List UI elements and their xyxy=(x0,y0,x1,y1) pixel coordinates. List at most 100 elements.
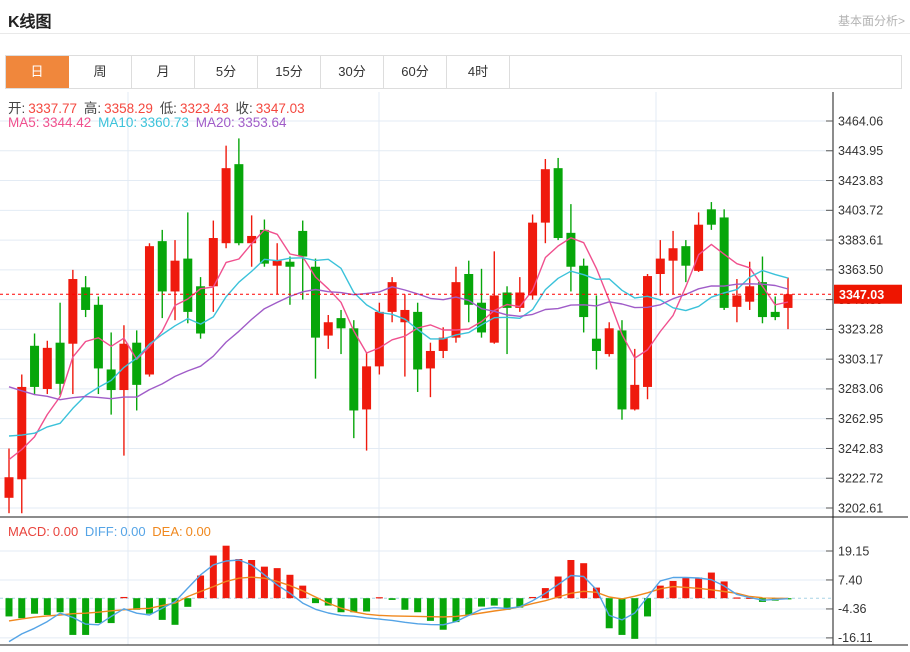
candle-body xyxy=(502,292,512,308)
axis-tick-label: 3222.72 xyxy=(838,472,883,486)
macd-bar xyxy=(222,545,230,599)
candle-body xyxy=(336,318,346,329)
ma5-label: MA5: xyxy=(8,115,40,130)
macd-bar xyxy=(401,598,409,610)
tab-week[interactable]: 周 xyxy=(69,56,132,88)
candle-body xyxy=(425,350,435,369)
candle-body xyxy=(157,241,167,292)
diff-label: DIFF: xyxy=(84,524,118,539)
candle-body xyxy=(30,345,40,387)
macd-bar xyxy=(529,596,537,599)
candle-body xyxy=(732,295,742,307)
candle-body xyxy=(349,328,359,411)
candle-body xyxy=(81,287,91,310)
candle-body xyxy=(196,286,206,334)
candle-body xyxy=(643,276,653,387)
low-value: 3323.43 xyxy=(179,101,229,116)
candle-body xyxy=(413,311,423,370)
ma10-label: MA10: xyxy=(98,115,138,130)
candle-body xyxy=(451,282,461,338)
macd-bar xyxy=(5,598,13,617)
candle-body xyxy=(259,229,269,264)
macd-bar xyxy=(69,598,77,635)
kline-chart[interactable]: 3464.06 3443.95 3423.83 3403.72 3383.61 3363.… xyxy=(0,92,910,652)
candle-body xyxy=(566,232,576,267)
candle-body xyxy=(144,246,154,375)
candle-body xyxy=(400,309,410,323)
high-value: 3358.29 xyxy=(104,101,153,116)
period-tabbar: 日 周 月 5分 15分 30分 60分 4时 xyxy=(5,55,902,89)
diff-value: 0.00 xyxy=(120,524,146,539)
macd-bar xyxy=(516,598,524,608)
candle-body xyxy=(323,322,333,336)
candle-body xyxy=(745,286,755,302)
macd-bar xyxy=(580,563,588,599)
header-divider xyxy=(0,33,910,34)
macd-bar xyxy=(260,566,268,599)
axis-tick-label: 3303.17 xyxy=(838,352,883,366)
macd-bar xyxy=(171,598,179,625)
axis-tick-label: 3262.95 xyxy=(838,412,883,426)
macd-bar xyxy=(414,598,422,613)
ma5-line xyxy=(8,229,789,461)
candle-body xyxy=(132,342,142,385)
tab-60min[interactable]: 60分 xyxy=(384,56,447,88)
macd-bar xyxy=(248,559,256,599)
macd-bar xyxy=(299,585,307,599)
macd-bar xyxy=(286,574,294,599)
candle-body xyxy=(310,266,320,338)
candle-body xyxy=(770,311,780,318)
tab-30min[interactable]: 30分 xyxy=(321,56,384,88)
ma20-line xyxy=(8,283,789,401)
main-chart-plot[interactable] xyxy=(0,92,833,517)
candle-body xyxy=(208,238,218,287)
fundamental-analysis-link[interactable]: 基本面分析> xyxy=(837,14,905,28)
macd-bar xyxy=(82,598,90,635)
macd-bar xyxy=(644,598,652,617)
candle-body xyxy=(617,330,627,410)
macd-bar xyxy=(311,598,319,604)
candle-body xyxy=(298,230,308,257)
macd-value: 0.00 xyxy=(52,524,79,539)
axis-tick-label: 19.15 xyxy=(838,544,869,558)
candle-body xyxy=(655,258,665,274)
macd-bar xyxy=(324,598,332,606)
candle-body xyxy=(579,265,589,318)
macd-bar xyxy=(197,575,205,599)
macd-bar xyxy=(452,598,460,623)
diff-line xyxy=(8,559,789,643)
macd-bar xyxy=(209,555,217,599)
candle-body xyxy=(221,168,231,244)
candle-body xyxy=(528,222,538,296)
tab-4hour[interactable]: 4时 xyxy=(447,56,510,88)
candle-body xyxy=(234,164,244,244)
candle-body xyxy=(17,386,27,480)
low-label: 低: xyxy=(159,101,177,116)
dea-line xyxy=(8,576,789,622)
candle-body xyxy=(489,295,499,343)
open-value: 3337.77 xyxy=(28,101,78,116)
axis-tick-label: 3423.83 xyxy=(838,174,883,188)
candle-body xyxy=(681,246,691,266)
candle-body xyxy=(247,235,257,244)
macd-bar xyxy=(439,598,447,630)
candle-body xyxy=(55,342,65,384)
candle-body xyxy=(604,328,614,355)
tab-month[interactable]: 月 xyxy=(132,56,195,88)
macd-bar xyxy=(567,559,575,599)
candle-body xyxy=(553,168,563,239)
tab-15min[interactable]: 15分 xyxy=(258,56,321,88)
macd-bar xyxy=(465,598,473,615)
macd-bar xyxy=(618,598,626,635)
macd-bar xyxy=(746,597,754,599)
tab-day[interactable]: 日 xyxy=(6,56,69,88)
axis-tick-label: 3242.83 xyxy=(838,442,883,456)
macd-bar xyxy=(94,598,102,624)
candle-body xyxy=(477,302,487,333)
candle-body xyxy=(285,261,295,267)
tab-5min[interactable]: 5分 xyxy=(195,56,258,88)
macd-bar xyxy=(631,598,639,639)
macd-bar xyxy=(363,598,371,612)
candle-body xyxy=(272,260,282,266)
